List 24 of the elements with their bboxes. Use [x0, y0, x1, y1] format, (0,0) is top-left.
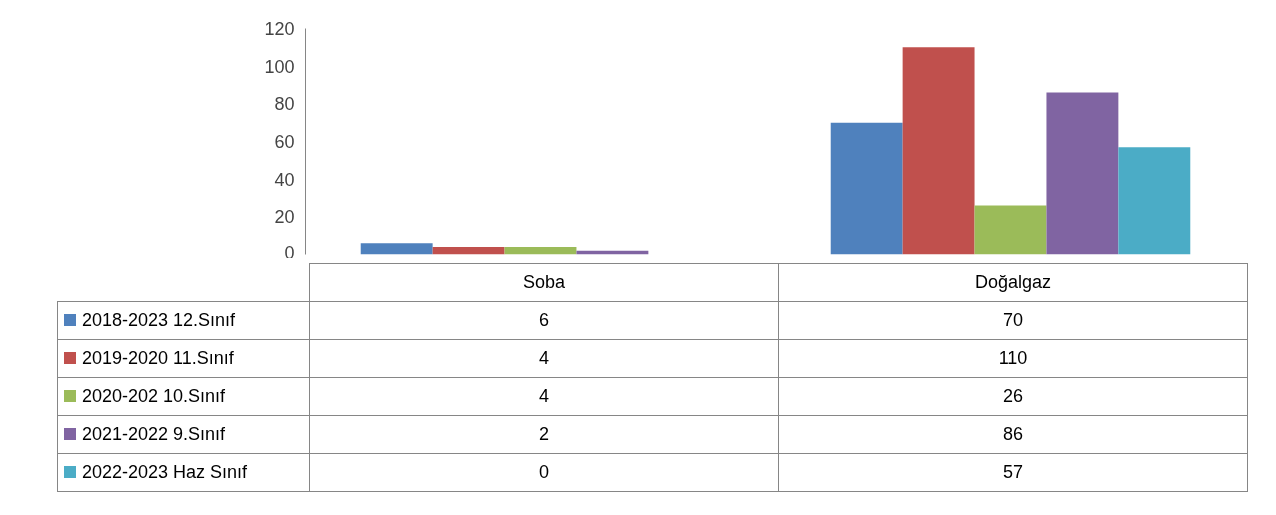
data-label: 0: [309, 453, 779, 492]
y-tick-label: 40: [274, 169, 295, 190]
x-tick-label: Doğalgaz: [778, 263, 1248, 302]
y-tick-label: 60: [274, 132, 295, 152]
data-label: 86: [778, 415, 1248, 454]
data-label: 70: [778, 301, 1248, 340]
y-tick-label: 120: [264, 19, 295, 39]
y-tick-label: 100: [264, 56, 295, 77]
data-label: 6: [309, 301, 779, 340]
legend-label: 2018-2023 12.Sınıf: [82, 309, 236, 330]
data-label: 57: [778, 453, 1248, 492]
data-label: 26: [778, 377, 1248, 416]
legend-label: 2022-2023 Haz Sınıf: [82, 461, 248, 482]
x-tick-label: Soba: [309, 263, 779, 302]
data-label: 4: [309, 377, 779, 416]
y-tick-label: 20: [274, 207, 295, 228]
data-label: 110: [778, 339, 1248, 378]
data-label: 4: [309, 339, 779, 378]
legend-label: 2021-2022 9.Sınıf: [82, 423, 226, 444]
y-tick-label: 80: [274, 94, 295, 115]
data-label: 2: [309, 415, 779, 454]
legend-label: 2020-202 10.Sınıf: [82, 385, 226, 406]
y-tick-label: 0: [284, 242, 295, 263]
legend-label: 2019-2020 11.Sınıf: [82, 347, 234, 368]
